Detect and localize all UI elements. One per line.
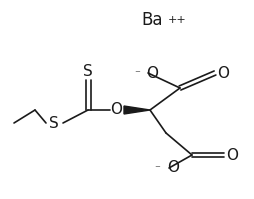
Text: S: S [83, 64, 93, 79]
Text: ++: ++ [168, 15, 187, 25]
Text: O: O [110, 102, 122, 117]
Text: ⁻: ⁻ [154, 164, 160, 174]
Polygon shape [124, 106, 150, 114]
Text: O: O [167, 161, 179, 176]
Text: O: O [146, 65, 158, 81]
Text: O: O [226, 147, 238, 163]
Text: ⁻: ⁻ [134, 69, 140, 79]
Text: S: S [49, 115, 59, 131]
Text: Ba: Ba [141, 11, 163, 29]
Text: O: O [217, 65, 229, 81]
